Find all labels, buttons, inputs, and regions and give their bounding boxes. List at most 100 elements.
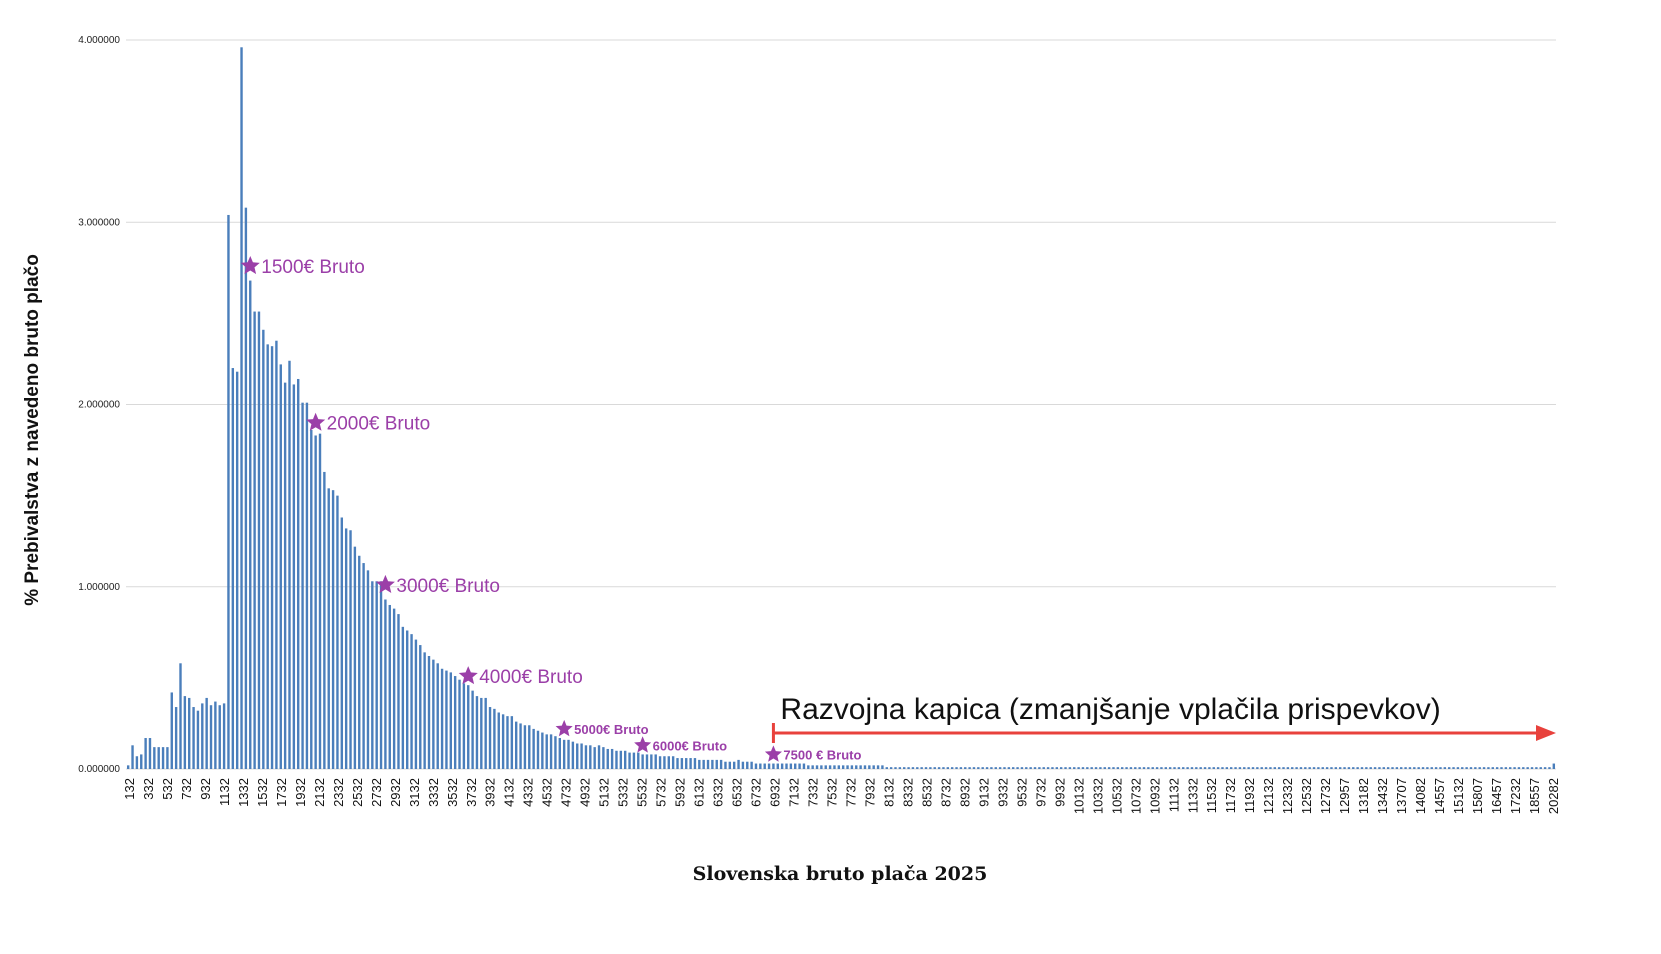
bar [140, 754, 143, 769]
bar [820, 765, 823, 769]
bar [807, 765, 810, 769]
bar [606, 748, 609, 769]
bar [754, 763, 758, 769]
bar [959, 767, 963, 769]
bar [972, 767, 976, 769]
x-tick-label: 16457 [1489, 778, 1504, 814]
bar [240, 47, 243, 770]
bar [423, 652, 426, 769]
bar [1247, 767, 1250, 769]
star-icon [555, 719, 573, 737]
bar [977, 767, 980, 769]
bar [685, 758, 688, 769]
bar [1007, 767, 1011, 769]
bar [593, 747, 596, 769]
bar [410, 634, 413, 769]
bar [763, 763, 766, 769]
bar [475, 696, 479, 769]
bar [453, 676, 457, 769]
bar [1343, 767, 1346, 769]
bar [641, 754, 644, 769]
bar [868, 765, 871, 769]
bar [998, 767, 1002, 769]
bar [1243, 767, 1246, 769]
x-tick-label: 4132 [502, 778, 517, 807]
bar [331, 490, 335, 769]
bar [654, 754, 657, 769]
bar [1199, 767, 1202, 769]
y-axis-title: % Prebivalstva z navedeno bruto plačo [22, 254, 43, 606]
bar [859, 765, 862, 769]
bar [728, 761, 732, 769]
x-tick-label: 20282 [1546, 778, 1561, 814]
x-tick-label: 2932 [388, 778, 403, 807]
cap-arrow-head [1536, 725, 1556, 741]
bar [1195, 767, 1198, 769]
bar [419, 645, 422, 769]
bar [1059, 767, 1063, 769]
star-icon [634, 736, 652, 753]
bar [955, 767, 958, 769]
bar [1107, 767, 1111, 769]
bar [1116, 767, 1120, 769]
bar [1051, 767, 1054, 769]
bar [1081, 767, 1085, 769]
bar [1439, 767, 1442, 769]
x-tick-label: 2732 [369, 778, 384, 807]
bar [811, 765, 814, 769]
bar [1190, 767, 1194, 769]
bar [667, 756, 670, 769]
bar [1426, 767, 1429, 769]
bar [929, 767, 932, 769]
x-tick-label: 8132 [881, 778, 896, 807]
x-tick-label: 10932 [1147, 778, 1162, 814]
bar [994, 767, 997, 769]
bar [1208, 767, 1211, 769]
annotation-label: 4000€ Bruto [479, 667, 583, 688]
bar [597, 745, 601, 769]
bar [1090, 767, 1093, 769]
bar [1016, 767, 1019, 769]
bar [1168, 767, 1172, 769]
bar [1251, 767, 1255, 769]
bar [1073, 767, 1076, 769]
bar [1277, 767, 1281, 769]
bar [946, 767, 950, 769]
bar [1352, 767, 1355, 769]
bar [266, 344, 269, 769]
bar [610, 748, 614, 769]
bar [693, 758, 697, 769]
annotation-label: 6000€ Bruto [653, 738, 727, 753]
bar [1129, 767, 1133, 769]
x-tick-label: 7532 [825, 778, 840, 807]
bar [911, 767, 915, 769]
bar [392, 608, 396, 769]
bar [855, 765, 858, 769]
x-tick-label: 132 [122, 778, 137, 800]
bar [1373, 767, 1377, 769]
gridlines [126, 39, 1556, 770]
bar [1365, 767, 1368, 769]
bar [964, 767, 967, 769]
bar [1147, 767, 1150, 769]
bar [161, 747, 165, 769]
bar [746, 761, 749, 769]
bar [658, 756, 662, 769]
bar [1522, 767, 1525, 769]
bar [907, 767, 910, 769]
x-tick-label: 332 [141, 778, 156, 800]
bar [724, 761, 727, 769]
bar [458, 679, 461, 769]
x-tick-label: 3932 [483, 778, 498, 807]
bar [1020, 767, 1024, 769]
bar [201, 703, 204, 769]
bar [1434, 767, 1438, 769]
bar [1038, 767, 1041, 769]
bar [1121, 767, 1124, 769]
bar [645, 754, 649, 769]
bar [846, 765, 849, 769]
bar [1134, 767, 1137, 769]
bar [1334, 767, 1338, 769]
bar [1186, 767, 1189, 769]
bar [802, 763, 806, 769]
